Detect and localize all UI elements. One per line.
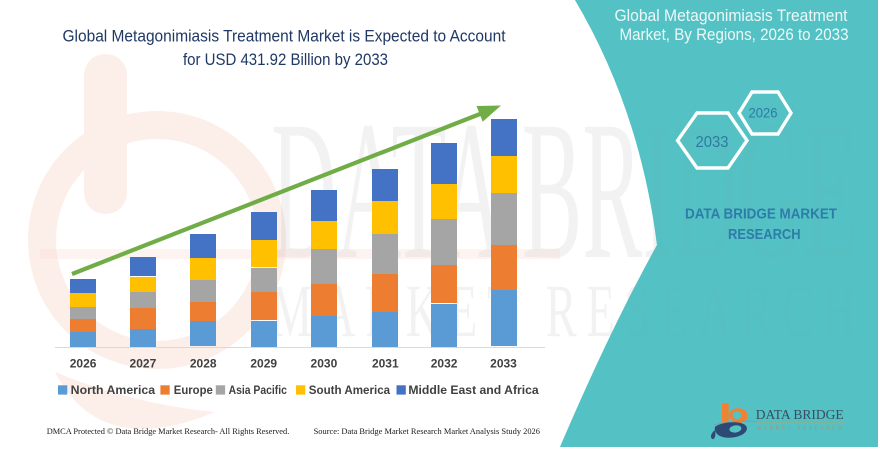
svg-text:2032: 2032 — [431, 356, 458, 370]
svg-text:Market, By Regions, 2026 to 20: Market, By Regions, 2026 to 2033 — [620, 25, 849, 44]
svg-text:2031: 2031 — [372, 356, 399, 370]
svg-text:DATA BRIDGE: DATA BRIDGE — [756, 408, 844, 423]
svg-text:for USD 431.92 Billion by 2033: for USD 431.92 Billion by 2033 — [183, 50, 388, 69]
svg-text:Global Metagonimiasis Treatmen: Global Metagonimiasis Treatment — [615, 6, 848, 25]
svg-text:Europe: Europe — [174, 383, 213, 397]
svg-text:2029: 2029 — [250, 356, 277, 370]
svg-text:Middle East and Africa: Middle East and Africa — [408, 383, 539, 397]
svg-text:North America: North America — [71, 383, 156, 397]
svg-text:MARKET RESEARCH: MARKET RESEARCH — [757, 426, 845, 432]
svg-text:DATA BRIDGE MARKET: DATA BRIDGE MARKET — [685, 205, 837, 222]
svg-text:RESEARCH: RESEARCH — [728, 226, 801, 243]
svg-text:2033: 2033 — [696, 134, 729, 151]
svg-text:Global Metagonimiasis Treatmen: Global Metagonimiasis Treatment Market i… — [63, 27, 506, 46]
svg-text:Asia Pacific: Asia Pacific — [229, 383, 288, 397]
svg-text:2028: 2028 — [190, 356, 217, 370]
svg-text:2027: 2027 — [130, 356, 157, 370]
svg-text:DMCA Protected © Data Bridge M: DMCA Protected © Data Bridge Market Rese… — [47, 426, 290, 436]
svg-text:South America: South America — [309, 383, 391, 397]
svg-text:2030: 2030 — [311, 356, 338, 370]
svg-text:2026: 2026 — [70, 356, 97, 370]
svg-text:2033: 2033 — [490, 356, 517, 370]
svg-text:Source: Data Bridge Market Res: Source: Data Bridge Market Research Mark… — [314, 426, 540, 436]
svg-text:2026: 2026 — [749, 105, 778, 121]
